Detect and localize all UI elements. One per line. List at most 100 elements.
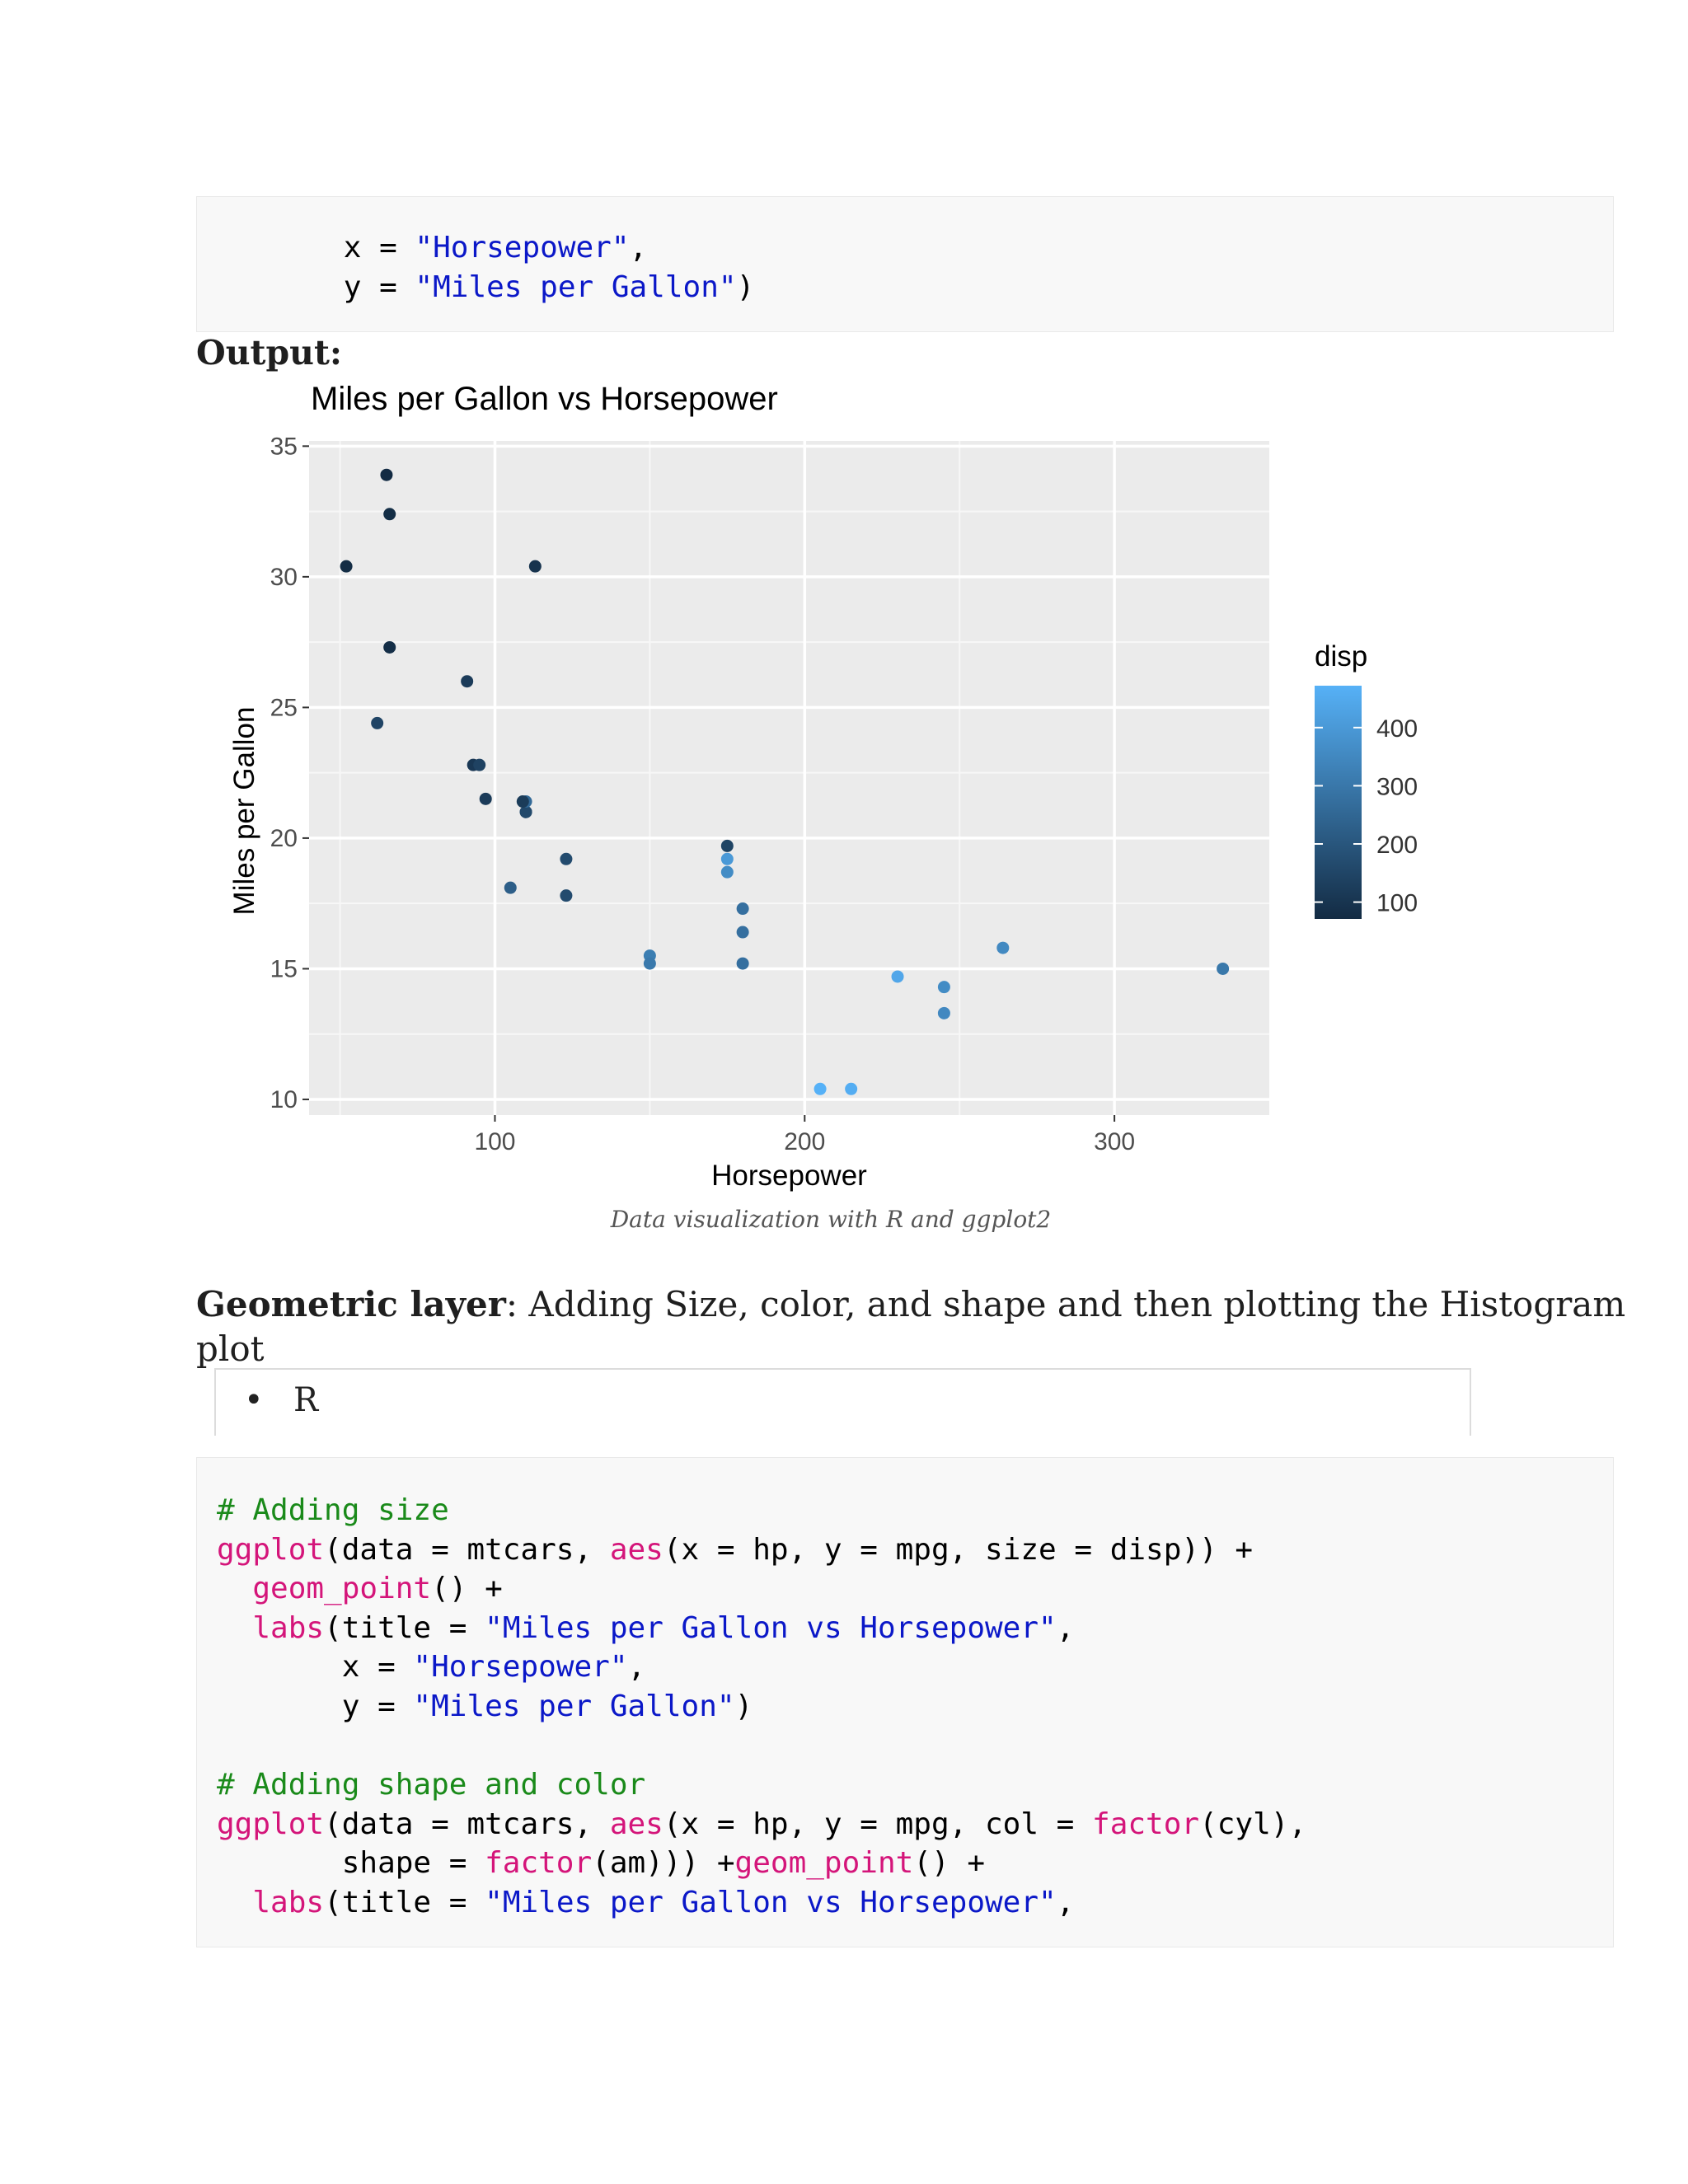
x-tick-label: 200: [784, 1128, 825, 1155]
legend-tick-label: 200: [1376, 832, 1418, 859]
data-point: [383, 508, 396, 521]
legend-tick-label: 100: [1376, 890, 1418, 917]
code-token: labs: [252, 1610, 325, 1645]
code-block-bottom: # Adding size ggplot(data = mtcars, aes(x…: [196, 1457, 1614, 1947]
code-line: # Adding shape and color: [217, 1765, 645, 1805]
data-point: [937, 981, 950, 994]
data-point: [340, 560, 353, 573]
code-token: y =: [218, 269, 415, 304]
legend-tick-label: 400: [1376, 715, 1418, 743]
code-line: ggplot(data = mtcars, aes(x = hp, y = mp…: [217, 1530, 1253, 1570]
code-line: ggplot(data = mtcars, aes(x = hp, y = mp…: [217, 1805, 1306, 1844]
legend-tick-label: 300: [1376, 773, 1418, 800]
code-token: ggplot: [217, 1532, 325, 1567]
section-heading: Geometric layer: Adding Size, color, and…: [196, 1282, 1647, 1371]
data-point: [736, 957, 749, 970]
y-axis-label: Miles per Gallon: [228, 707, 260, 916]
code-token: # Adding size: [217, 1493, 449, 1527]
code-line: shape = factor(am))) +geom_point() +: [217, 1844, 985, 1883]
x-axis-label: Horsepower: [711, 1160, 867, 1192]
data-point: [996, 941, 1010, 954]
scatter-chart: 100 200 300 10 15 20 25 30 35 Miles per Gallon vs…: [228, 381, 1418, 1192]
data-point: [473, 758, 486, 771]
data-point: [720, 839, 734, 852]
code-line: geom_point() +: [217, 1569, 503, 1609]
data-point: [380, 468, 393, 481]
code-token: x =: [217, 1650, 414, 1685]
code-line: x = "Horsepower",: [217, 1647, 646, 1687]
output-label: Output:: [196, 333, 343, 373]
data-point: [736, 926, 749, 939]
data-point: [371, 716, 384, 729]
code-token: (x = hp, y = mpg, size = disp)) +: [663, 1532, 1254, 1567]
section-heading-line2: plot: [196, 1329, 265, 1369]
legend-colorbar: [1315, 686, 1362, 919]
code-token: geom_point: [734, 1846, 914, 1881]
code-token: (data = mtcars,: [324, 1532, 610, 1567]
plot-panel: [309, 441, 1269, 1115]
x-tick-label: 300: [1094, 1128, 1135, 1155]
code-token: ,: [627, 1650, 646, 1685]
code-line: labs(title = "Miles per Gallon vs Horsep…: [217, 1609, 1074, 1648]
y-tick-label: 15: [270, 955, 298, 982]
code-token: geom_point: [252, 1572, 432, 1606]
code-line: # Adding size: [217, 1491, 449, 1530]
code-token: "Miles per Gallon vs Horsepower": [485, 1886, 1057, 1919]
code-token: [217, 1611, 252, 1645]
code-line: y = "Miles per Gallon"): [217, 1687, 753, 1727]
y-tick-label: 20: [270, 825, 298, 852]
code-token: ,: [629, 231, 648, 265]
data-point: [479, 792, 492, 805]
code-token: "Horsepower": [415, 231, 630, 265]
data-point: [814, 1082, 827, 1095]
code-line: y = "Miles per Gallon"): [218, 268, 755, 307]
data-point: [720, 865, 734, 879]
code-token: () +: [913, 1846, 985, 1881]
data-point: [1217, 962, 1230, 975]
language-tab-r[interactable]: R: [293, 1381, 319, 1419]
data-point: [516, 795, 529, 808]
data-point: [461, 675, 474, 688]
data-point: [643, 957, 656, 970]
data-point: [383, 640, 396, 654]
data-point: [720, 852, 734, 865]
code-token: labs: [252, 1886, 325, 1919]
code-block-top: x = "Horsepower", y = "Miles per Gallon"…: [196, 196, 1614, 332]
section-heading-text: : Adding Size, color, and shape and then…: [505, 1284, 1626, 1324]
y-tick-label: 35: [270, 433, 298, 460]
code-token: (title =: [324, 1886, 485, 1919]
data-point: [560, 852, 573, 865]
code-token: (data = mtcars,: [324, 1807, 610, 1841]
code-token: "Miles per Gallon vs Horsepower": [485, 1610, 1057, 1645]
code-token: ): [734, 1690, 753, 1723]
section-heading-bold: Geometric layer: [196, 1284, 506, 1324]
code-token: (title =: [324, 1610, 485, 1645]
code-token: ): [736, 269, 755, 304]
code-token: # Adding shape and color: [217, 1768, 646, 1802]
data-point: [845, 1082, 858, 1095]
chart-title: Miles per Gallon vs Horsepower: [311, 381, 778, 417]
data-point: [504, 881, 517, 894]
code-token: () +: [431, 1572, 503, 1606]
code-token: x =: [218, 231, 415, 265]
y-tick-label: 10: [270, 1086, 298, 1113]
code-token: [217, 1572, 252, 1605]
code-token: factor: [485, 1846, 593, 1881]
code-token: factor: [1092, 1807, 1200, 1841]
code-token: (x = hp, y = mpg, col =: [663, 1807, 1093, 1841]
code-token: aes: [609, 1807, 663, 1841]
code-line: labs(title = "Miles per Gallon vs Horsep…: [217, 1883, 1074, 1923]
figure-caption: Data visualization with R and ggplot2: [610, 1206, 1052, 1233]
x-tick-label: 100: [474, 1128, 515, 1155]
code-token: "Horsepower": [413, 1650, 628, 1685]
data-point: [736, 902, 749, 916]
y-tick-label: 25: [270, 694, 298, 721]
legend-title: disp: [1315, 640, 1367, 673]
language-tab-bar: • R: [214, 1368, 1471, 1436]
data-point: [528, 560, 542, 573]
bullet: •: [244, 1381, 264, 1419]
code-token: "Miles per Gallon": [415, 269, 737, 304]
code-token: ,: [1056, 1610, 1075, 1645]
code-token: (am))) +: [592, 1846, 735, 1881]
code-token: [217, 1886, 252, 1919]
